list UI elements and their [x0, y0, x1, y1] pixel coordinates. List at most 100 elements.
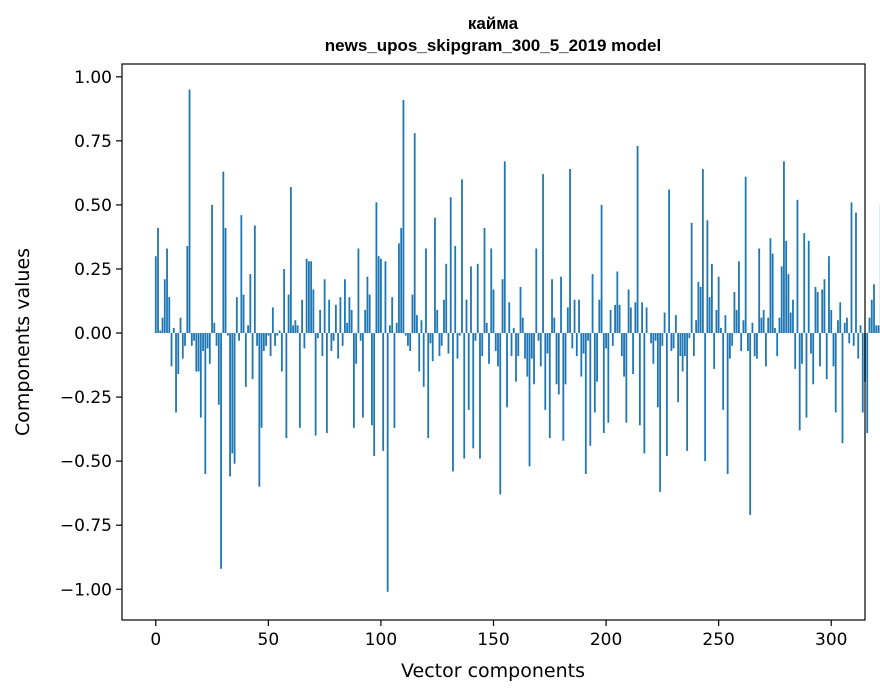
bar	[353, 333, 355, 428]
y-tick-label: 1.00	[74, 68, 112, 88]
bar	[454, 245, 457, 334]
bar	[600, 204, 603, 334]
bar	[154, 256, 157, 334]
bar	[713, 333, 716, 369]
bar	[584, 333, 587, 474]
bar	[499, 333, 502, 495]
bar	[434, 217, 436, 334]
bar	[467, 333, 470, 410]
bar	[224, 227, 227, 334]
bar	[575, 333, 578, 357]
bar	[217, 333, 220, 405]
bar	[177, 333, 180, 375]
bar	[452, 333, 454, 472]
bar	[629, 307, 632, 334]
bar	[325, 333, 328, 433]
bar	[674, 315, 677, 334]
bar	[551, 279, 553, 334]
bar	[616, 271, 619, 334]
bar	[798, 333, 801, 431]
bar	[330, 333, 333, 351]
bar	[346, 322, 349, 334]
bar	[681, 333, 684, 372]
bar	[524, 333, 526, 359]
y-axis-label: Components values	[12, 248, 34, 436]
bar	[400, 227, 403, 334]
bar	[688, 333, 691, 339]
y-tick-label: 0.25	[74, 260, 112, 280]
bar	[814, 286, 817, 334]
x-tick-label: 100	[365, 630, 397, 650]
bar	[350, 309, 353, 334]
bar	[267, 333, 270, 336]
bar	[289, 186, 292, 334]
bar	[873, 284, 875, 334]
bar	[402, 99, 405, 334]
bar	[587, 333, 589, 341]
bar	[391, 297, 394, 334]
bar	[801, 333, 803, 364]
bar	[483, 227, 486, 334]
bar	[276, 333, 279, 336]
bar	[334, 304, 337, 334]
bar	[269, 333, 272, 357]
bar	[569, 169, 571, 334]
bar	[677, 333, 680, 403]
bar	[303, 333, 306, 349]
plot-frame	[121, 63, 866, 621]
bar	[208, 333, 211, 364]
bar	[515, 333, 517, 382]
bar	[846, 317, 848, 334]
bar	[497, 333, 499, 367]
bar	[638, 333, 641, 426]
bar	[711, 263, 713, 334]
bar	[803, 233, 806, 334]
bar	[384, 261, 387, 334]
bar	[636, 145, 639, 334]
bar	[530, 333, 533, 359]
bar	[418, 333, 421, 372]
bar	[316, 333, 319, 339]
bar	[179, 317, 182, 334]
bar	[683, 333, 686, 357]
bar	[393, 333, 396, 428]
bar	[481, 333, 484, 357]
bar	[564, 333, 567, 385]
bar	[611, 333, 614, 346]
bar	[490, 248, 493, 334]
bar	[738, 261, 740, 334]
x-tick-label: 200	[590, 630, 622, 650]
bar	[850, 202, 853, 334]
bar	[805, 333, 808, 418]
bar	[566, 307, 569, 334]
bar	[830, 309, 833, 334]
bar	[848, 333, 851, 344]
bar	[789, 312, 792, 334]
bar	[834, 333, 837, 413]
bar	[517, 333, 520, 357]
bar	[474, 333, 477, 341]
bar	[627, 289, 630, 334]
bar	[692, 333, 695, 357]
bar	[668, 189, 671, 334]
bar	[535, 248, 538, 334]
bar	[812, 333, 815, 385]
bar	[729, 333, 731, 359]
bar	[557, 333, 560, 395]
bar	[816, 292, 819, 334]
bar	[553, 317, 556, 334]
bar	[170, 333, 173, 367]
bar	[634, 302, 637, 334]
bar	[416, 315, 418, 334]
bar	[828, 256, 830, 334]
bar	[877, 325, 880, 334]
bar	[632, 333, 634, 375]
bar	[742, 320, 745, 334]
x-tick-label: 50	[258, 630, 280, 650]
bar	[825, 333, 828, 380]
bar	[605, 333, 607, 349]
bar	[859, 325, 862, 334]
bar	[672, 333, 675, 349]
bar	[357, 248, 360, 334]
bar	[855, 212, 857, 334]
